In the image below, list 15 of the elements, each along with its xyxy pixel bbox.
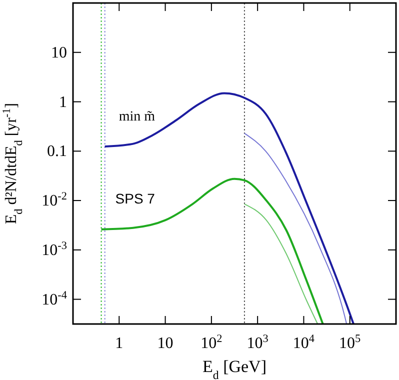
- x-axis-title: E$_{d}$ [GeV]: [202, 357, 267, 380]
- x-tick-label: 10$^{5}$: [339, 333, 362, 352]
- y-tick-label: 10: [51, 44, 67, 62]
- x-tick-label: 10$^{2}$: [200, 333, 222, 352]
- series-label: SPS 7: [115, 190, 156, 206]
- y-tick-label: 10$^{-3}$: [42, 240, 68, 259]
- series-label: min m̃: [118, 110, 156, 125]
- x-tick-label: 10$^{3}$: [246, 333, 269, 352]
- y-tick-label: 10$^{-4}$: [42, 289, 68, 308]
- x-tick-label: 10: [157, 335, 174, 352]
- y-tick-label: 1: [59, 94, 67, 111]
- x-tick-label: 10$^{4}$: [292, 333, 315, 352]
- x-tick-label: 1: [115, 335, 124, 352]
- y-tick-label: 10$^{-2}$: [42, 190, 67, 210]
- y-tick-label: 0.1: [47, 143, 67, 160]
